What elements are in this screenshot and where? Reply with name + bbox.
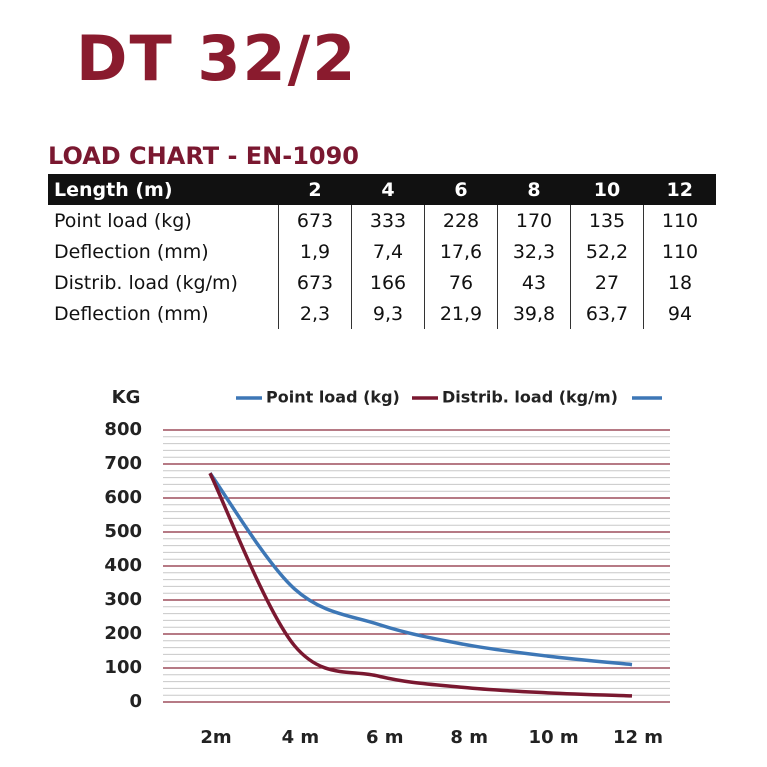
y-tick-label: 300 bbox=[104, 589, 142, 610]
table-cell: 228 bbox=[424, 205, 498, 236]
header-cell: Length (m) bbox=[48, 174, 279, 205]
table-cell: 17,6 bbox=[424, 236, 498, 267]
table-cell: 63,7 bbox=[570, 298, 644, 329]
x-tick-label: 2m bbox=[200, 727, 231, 748]
table-cell: Deflection (mm) bbox=[54, 302, 209, 325]
table-cell: 2,3 bbox=[278, 298, 352, 329]
table-cell: 43 bbox=[497, 267, 571, 298]
header-cell: 12 bbox=[643, 174, 716, 205]
x-tick-label: 12 m bbox=[613, 727, 663, 748]
table-title: LOAD CHART - EN-1090 bbox=[48, 142, 360, 170]
x-tick-label: 8 m bbox=[450, 727, 488, 748]
table-cell: 18 bbox=[643, 267, 716, 298]
y-tick-label: 100 bbox=[104, 657, 142, 678]
y-axis-label: KG bbox=[112, 387, 141, 408]
y-tick-label: 0 bbox=[129, 691, 142, 712]
x-tick-label: 6 m bbox=[366, 727, 404, 748]
table-row: Point load (kg) 673 333 228 170 135 110 bbox=[48, 205, 716, 236]
table-cell: 27 bbox=[570, 267, 644, 298]
table-cell: 9,3 bbox=[351, 298, 425, 329]
line-series bbox=[208, 472, 633, 698]
table-cell: Point load (kg) bbox=[54, 209, 192, 232]
legend-label: Point load (kg) bbox=[266, 388, 400, 407]
load-table: Length (m) 2 4 6 8 10 12 Point load (kg) 673 333 2… bbox=[48, 174, 716, 329]
table-cell: 32,3 bbox=[497, 236, 571, 267]
x-tick-label: 10 m bbox=[529, 727, 579, 748]
table-cell: 673 bbox=[278, 205, 352, 236]
header-cell: 4 bbox=[351, 174, 425, 205]
table-cell: 110 bbox=[643, 205, 716, 236]
table-cell: 21,9 bbox=[424, 298, 498, 329]
y-tick-label: 800 bbox=[104, 419, 142, 440]
table-row: Distrib. load (kg/m) 673 166 76 43 27 18 bbox=[48, 267, 716, 298]
table-cell: 673 bbox=[278, 267, 352, 298]
table-cell: 170 bbox=[497, 205, 571, 236]
table-cell: Distrib. load (kg/m) bbox=[54, 271, 238, 294]
y-tick-label: 500 bbox=[104, 521, 142, 542]
legend-label: Distrib. load (kg/m) bbox=[442, 388, 618, 407]
table-cell: 1,9 bbox=[278, 236, 352, 267]
y-tick-label: 400 bbox=[104, 555, 142, 576]
table-cell: 7,4 bbox=[351, 236, 425, 267]
table-cell: 94 bbox=[643, 298, 716, 329]
table-cell: 76 bbox=[424, 267, 498, 298]
table-cell: 333 bbox=[351, 205, 425, 236]
x-tick-label: 4 m bbox=[282, 727, 320, 748]
table-cell: 135 bbox=[570, 205, 644, 236]
table-cell: 110 bbox=[643, 236, 716, 267]
page-title: DT 32/2 bbox=[76, 22, 358, 95]
header-cell: 6 bbox=[424, 174, 498, 205]
table-cell: 166 bbox=[351, 267, 425, 298]
header-cell: 2 bbox=[278, 174, 352, 205]
table-row: Deflection (mm) 1,9 7,4 17,6 32,3 52,2 110 bbox=[48, 236, 716, 267]
y-tick-label: 200 bbox=[104, 623, 142, 644]
header-cell: 8 bbox=[497, 174, 571, 205]
chart: KG 0 100 200 300 400 500 600 700 800 2m 4 m 6 m 8 m 1… bbox=[104, 387, 670, 748]
line-series bbox=[208, 472, 633, 667]
header-cell: 10 bbox=[570, 174, 644, 205]
table-cell: Deflection (mm) bbox=[54, 240, 209, 263]
table-row: Deflection (mm) 2,3 9,3 21,9 39,8 63,7 94 bbox=[48, 298, 716, 329]
y-tick-label: 700 bbox=[104, 453, 142, 474]
y-tick-label: 600 bbox=[104, 487, 142, 508]
header-row: Length (m) 2 4 6 8 10 12 bbox=[48, 174, 716, 205]
table-cell: 39,8 bbox=[497, 298, 571, 329]
table-cell: 52,2 bbox=[570, 236, 644, 267]
